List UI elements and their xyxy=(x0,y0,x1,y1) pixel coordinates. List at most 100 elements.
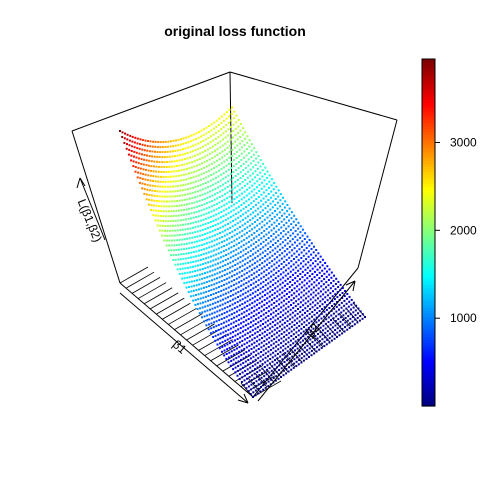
surface-point xyxy=(174,230,176,232)
surface-point xyxy=(320,256,322,258)
surface-point xyxy=(275,282,277,284)
surface-point xyxy=(243,208,245,210)
surface-point xyxy=(237,328,239,330)
surface-point xyxy=(315,249,317,251)
surface-point xyxy=(224,235,226,237)
surface-point xyxy=(251,143,253,145)
surface-point xyxy=(292,232,294,234)
surface-point xyxy=(200,215,202,217)
surface-point xyxy=(172,156,174,158)
surface-point xyxy=(144,179,146,181)
surface-point xyxy=(190,252,192,254)
surface-point xyxy=(166,161,168,163)
surface-point xyxy=(169,230,171,232)
surface-point xyxy=(278,223,280,225)
surface-point xyxy=(189,198,191,200)
surface-point xyxy=(214,193,216,195)
surface-point xyxy=(252,259,254,261)
surface-point xyxy=(178,170,180,172)
surface-point xyxy=(189,242,191,244)
surface-point xyxy=(189,203,191,205)
surface-point xyxy=(276,336,278,338)
surface-point xyxy=(225,288,227,290)
surface-point xyxy=(147,179,149,181)
surface-point xyxy=(239,346,241,348)
surface-point xyxy=(319,272,321,274)
surface-point xyxy=(255,314,257,316)
surface-point xyxy=(152,214,154,216)
surface-point xyxy=(203,214,205,216)
surface-point xyxy=(283,271,285,273)
surface-point xyxy=(181,244,183,246)
surface-point xyxy=(235,121,237,123)
surface-point xyxy=(180,224,182,226)
surface-point xyxy=(242,134,244,136)
surface-point xyxy=(218,170,220,172)
surface-point xyxy=(154,151,156,153)
surface-point xyxy=(273,274,275,276)
surface-point xyxy=(253,351,255,353)
surface-point xyxy=(305,338,307,340)
surface-point xyxy=(257,294,259,296)
surface-point xyxy=(273,343,275,345)
surface-point xyxy=(233,326,235,328)
surface-point xyxy=(315,289,317,291)
surface-point xyxy=(170,181,172,183)
surface-point xyxy=(246,226,248,228)
surface-point xyxy=(241,345,243,347)
surface-point xyxy=(287,231,289,233)
surface-point xyxy=(294,319,296,321)
surface-point xyxy=(266,343,268,345)
surface-point xyxy=(224,149,226,151)
surface-point xyxy=(211,123,213,125)
surface-point xyxy=(342,287,344,289)
surface-point xyxy=(294,345,296,347)
surface-point xyxy=(292,307,294,309)
surface-point xyxy=(298,248,300,250)
surface-point xyxy=(256,276,258,278)
surface-point xyxy=(229,184,231,186)
surface-point xyxy=(287,311,289,313)
surface-point xyxy=(241,270,243,272)
surface-point xyxy=(350,309,352,311)
surface-point xyxy=(233,124,235,126)
surface-point xyxy=(254,332,256,334)
surface-point xyxy=(250,279,252,281)
surface-point xyxy=(246,232,248,234)
surface-point xyxy=(309,347,311,349)
surface-point xyxy=(216,272,218,274)
surface-point xyxy=(231,236,233,238)
surface-point xyxy=(257,392,259,394)
surface-point xyxy=(223,215,225,217)
surface-point xyxy=(225,254,227,256)
surface-point xyxy=(266,177,268,179)
surface-point xyxy=(239,368,241,370)
surface-point xyxy=(204,267,206,269)
surface-point xyxy=(159,225,161,227)
surface-point xyxy=(160,220,162,222)
surface-point xyxy=(330,315,332,317)
surface-point xyxy=(240,290,242,292)
surface-point xyxy=(228,163,230,165)
surface-point xyxy=(254,257,256,259)
surface-point xyxy=(265,357,267,359)
surface-point xyxy=(226,244,228,246)
surface-point xyxy=(211,313,213,315)
surface-point xyxy=(201,239,203,241)
surface-point xyxy=(166,240,168,242)
surface-point xyxy=(273,188,275,190)
surface-point xyxy=(335,278,337,280)
surface-point xyxy=(272,352,274,354)
surface-point xyxy=(293,215,295,217)
surface-point xyxy=(193,207,195,209)
surface-point xyxy=(168,176,170,178)
surface-point xyxy=(337,327,339,329)
surface-point xyxy=(213,283,215,285)
surface-point xyxy=(173,205,175,207)
surface-point xyxy=(260,386,262,388)
surface-point xyxy=(312,296,314,298)
surface-point xyxy=(257,289,259,291)
surface-point xyxy=(282,197,284,199)
surface-point xyxy=(219,152,221,154)
surface-point xyxy=(262,291,264,293)
